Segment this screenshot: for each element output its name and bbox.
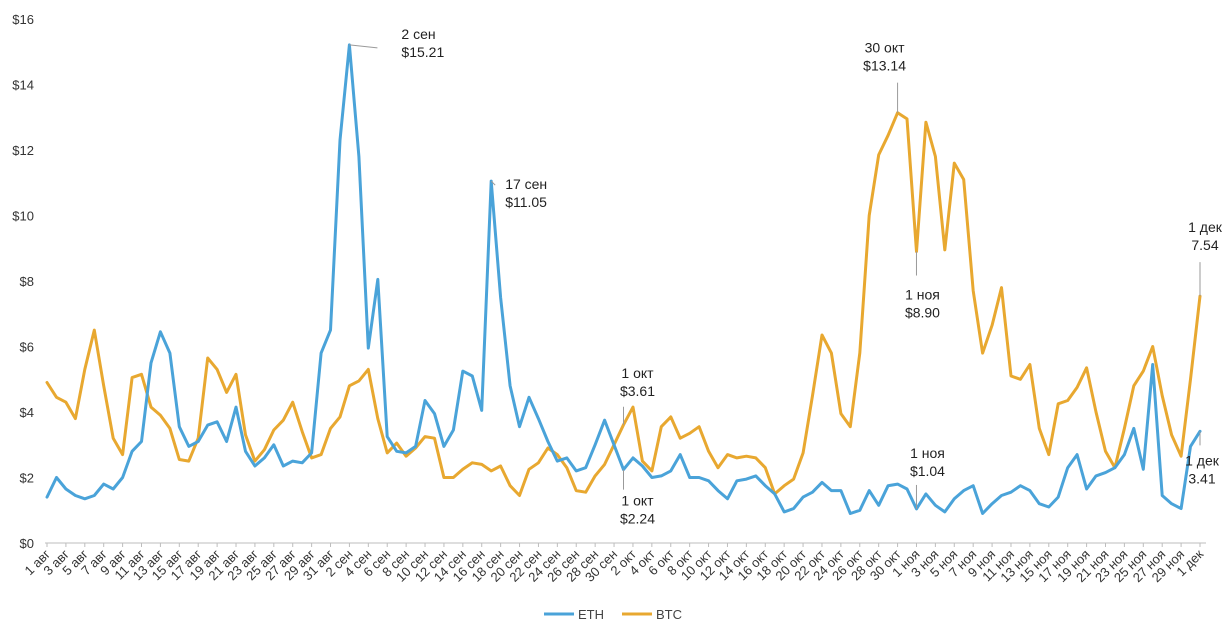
chart-legend: ETH BTC: [544, 607, 682, 622]
y-tick-label: $2: [20, 471, 34, 486]
annotation-value: $15.21: [401, 44, 444, 60]
annotation-value: 3.41: [1188, 470, 1215, 486]
y-tick-label: $4: [20, 405, 34, 420]
series-line-btc: [45, 111, 1202, 497]
chart-annotations: 2 сен $15.21 17 сен $11.05 30 окт $13.14 1 дек…: [349, 26, 1223, 527]
annotation-date: 1 окт: [621, 365, 654, 381]
annotation-date: 1 ноя: [905, 287, 940, 303]
annotation-date: 1 ноя: [910, 445, 945, 461]
annotation-value: 7.54: [1191, 237, 1218, 253]
annotation-value: $11.05: [505, 194, 547, 210]
annotation-value: $1.04: [910, 463, 945, 479]
y-tick-label: $6: [20, 340, 34, 355]
annotation-date: 2 сен: [401, 26, 435, 42]
annotation-date: 1 окт: [621, 493, 654, 509]
annotation-value: $8.90: [905, 305, 940, 321]
y-axis-ticks: $0 $2 $4 $6 $8 $10 $12 $14 $16: [12, 12, 34, 551]
y-tick-label: $10: [12, 209, 34, 224]
legend-label-btc: BTC: [656, 607, 682, 622]
legend-label-eth: ETH: [578, 607, 604, 622]
annotation-value: $3.61: [620, 383, 655, 399]
annotation-value: $13.14: [863, 58, 906, 74]
y-tick-label: $12: [12, 143, 34, 158]
annotation-date: 1 дек: [1185, 452, 1220, 468]
y-tick-label: $0: [20, 536, 34, 551]
y-tick-label: $8: [20, 274, 34, 289]
series-line-eth: [45, 43, 1202, 515]
annotation-leader: [349, 44, 378, 49]
annotation-date: 1 дек: [1188, 219, 1223, 235]
annotation-date: 17 сен: [505, 176, 547, 192]
y-tick-label: $16: [12, 12, 34, 27]
annotation-leader: [490, 180, 496, 186]
annotation-value: $2.24: [620, 511, 655, 527]
annotation-date: 30 окт: [865, 40, 906, 56]
y-tick-label: $14: [12, 78, 34, 93]
series-lines: [45, 43, 1202, 515]
